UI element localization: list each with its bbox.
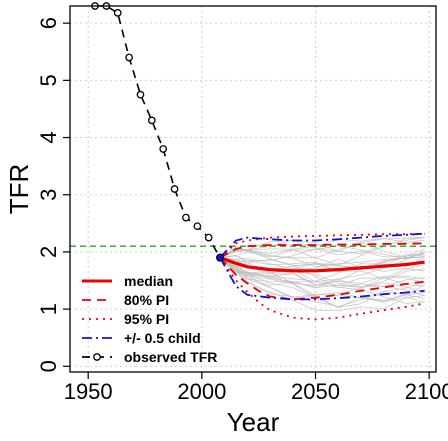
series-lower-0-5-child <box>219 257 425 301</box>
observed-point <box>136 90 145 99</box>
y-axis: 0 1 2 3 4 5 6 <box>36 17 70 372</box>
x-tick-label: 1950 <box>64 379 113 404</box>
x-tick-label: 2100 <box>405 379 448 404</box>
trajectory-line <box>219 255 425 308</box>
series-upper-80-pi <box>219 242 425 259</box>
trajectory-line <box>219 257 425 304</box>
legend-marker <box>93 353 101 361</box>
legend-label: observed TFR <box>124 349 217 365</box>
legend-label: median <box>124 273 173 289</box>
observed-point <box>204 233 213 242</box>
trajectory-line <box>219 251 425 275</box>
trajectory-line <box>219 239 425 259</box>
trajectory-line <box>219 257 425 312</box>
trajectory-line <box>219 250 425 268</box>
observed-point <box>125 53 133 62</box>
legend-label: +/- 0.5 child <box>124 330 201 346</box>
observed-point <box>147 116 156 125</box>
observed-point <box>182 213 190 222</box>
x-tick-label: 2050 <box>291 379 340 404</box>
legend-label: 80% PI <box>124 292 169 308</box>
x-axis: 1950 2000 2050 2100 <box>64 372 448 404</box>
observed-point <box>170 185 179 193</box>
y-axis-title: TFR <box>4 164 34 215</box>
x-axis-title: Year <box>227 407 280 437</box>
y-tick-label: 1 <box>36 303 61 315</box>
y-tick-label: 2 <box>36 246 61 258</box>
y-tick-label: 0 <box>36 360 61 372</box>
trajectory-line <box>219 254 425 288</box>
trajectory-line <box>219 248 425 263</box>
grid <box>70 6 436 372</box>
y-tick-label: 3 <box>36 189 61 201</box>
observed-point <box>113 9 122 17</box>
y-tick-label: 6 <box>36 17 61 29</box>
trajectory-line <box>219 257 425 304</box>
projection-start-point <box>216 253 225 262</box>
observed-point <box>159 145 168 153</box>
legend: median 80% PI 95% PI +/- 0.5 child observed … <box>82 273 217 365</box>
series-upper-0-5-child <box>219 232 425 259</box>
x-tick-label: 2000 <box>177 379 226 404</box>
trajectory-line <box>219 257 425 298</box>
trajectory-line <box>219 248 425 273</box>
trajectory-line <box>219 245 425 260</box>
trajectory-line <box>219 257 425 272</box>
plot-frame <box>69 5 437 373</box>
legend-label: 95% PI <box>124 311 169 327</box>
y-tick-label: 5 <box>36 74 61 86</box>
y-tick-label: 4 <box>36 131 61 143</box>
observed-point <box>193 222 202 231</box>
series-upper-95-pi <box>219 232 425 259</box>
series-line-median <box>219 256 425 273</box>
